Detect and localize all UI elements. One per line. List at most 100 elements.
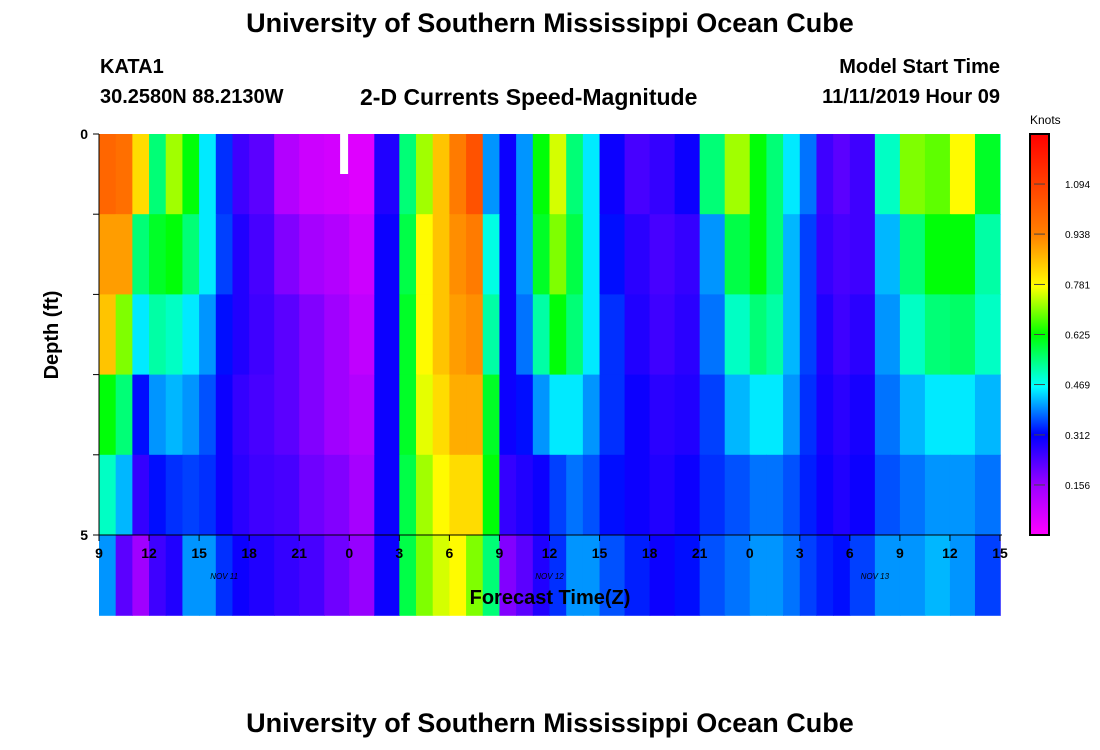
y-tick-label: 0 — [80, 126, 88, 142]
heatmap-cell — [549, 535, 567, 616]
heatmap-cell — [215, 214, 234, 295]
heatmap-cell — [232, 214, 250, 295]
heatmap-cell — [749, 454, 768, 536]
heatmap-cell — [566, 214, 584, 295]
heatmap-cell — [99, 294, 117, 376]
model-start-value: 11/11/2019 Hour 09 — [822, 86, 1000, 108]
x-tick-label: 15 — [191, 545, 207, 561]
heatmap-cell — [416, 374, 434, 456]
x-tick-label: 3 — [395, 545, 403, 561]
heatmap-cell — [482, 374, 501, 456]
heatmap-cell — [874, 374, 901, 456]
heatmap-cell — [165, 535, 184, 616]
x-axis-label: Forecast Time(Z) — [470, 587, 631, 609]
heatmap-cell — [274, 214, 300, 295]
heatmap-cell — [115, 535, 133, 616]
colorbar-label: Knots — [1030, 113, 1061, 127]
heatmap-cell — [624, 374, 651, 456]
heatmap-cell — [115, 374, 133, 456]
station-coordinates: 30.2580N 88.2130W — [100, 86, 284, 108]
heatmap-cell — [165, 454, 184, 536]
heatmap-cell — [99, 214, 117, 295]
heatmap-cell — [416, 134, 434, 215]
heatmap-cell — [674, 454, 701, 536]
heatmap-cell — [165, 374, 184, 456]
heatmap-cell — [299, 134, 325, 215]
heatmap-cell — [624, 214, 651, 295]
y-tick-label: 5 — [80, 527, 88, 543]
heatmap-cell — [215, 374, 234, 456]
heatmap-cell — [799, 294, 818, 376]
heatmap-cell — [149, 374, 167, 456]
colorbar-tick-label: 0.156 — [1065, 481, 1090, 492]
heatmap-cell — [849, 374, 876, 456]
heatmap-cell — [749, 294, 768, 376]
heatmap-cell — [1000, 454, 1001, 536]
heatmap-cell — [766, 374, 784, 456]
heatmap-cell — [849, 535, 876, 616]
heatmap-cell — [766, 294, 784, 376]
heatmap-cell — [115, 294, 133, 376]
heatmap-cell — [499, 374, 517, 456]
heatmap-cell — [549, 294, 567, 376]
heatmap-cell — [182, 134, 200, 215]
heatmap-cell — [624, 454, 651, 536]
heatmap-cell — [532, 374, 551, 456]
heatmap-cell — [532, 535, 551, 616]
colorbar-tick-label: 0.938 — [1065, 230, 1090, 241]
heatmap-cell — [516, 214, 534, 295]
heatmap-cell — [599, 134, 626, 215]
heatmap-cell — [132, 454, 150, 536]
x-tick-label: 18 — [241, 545, 257, 561]
heatmap-cell — [816, 374, 834, 456]
heatmap-cell — [449, 134, 467, 215]
heatmap-cell — [582, 134, 601, 215]
heatmap-cell — [549, 134, 567, 215]
heatmap-cell — [924, 454, 951, 536]
heatmap-cell — [115, 134, 133, 215]
heatmap-cell — [1000, 214, 1001, 295]
heatmap-cell — [549, 214, 567, 295]
heatmap-cell — [799, 214, 818, 295]
heatmap-cell — [199, 134, 217, 215]
heatmap-cell — [165, 134, 184, 215]
heatmap-cell — [924, 214, 951, 295]
heatmap-cell — [924, 535, 951, 616]
heatmap-cell — [899, 294, 926, 376]
heatmap-cell — [899, 374, 926, 456]
heatmap-cell — [599, 535, 626, 616]
heatmap-cell — [599, 294, 626, 376]
heatmap-cell — [482, 294, 501, 376]
heatmap-cell — [674, 214, 701, 295]
heatmap-cell — [432, 214, 450, 295]
model-start-label: Model Start Time — [839, 56, 1000, 78]
heatmap-cell — [949, 535, 976, 616]
heatmap-cell — [249, 134, 275, 215]
heatmap-cell — [724, 374, 751, 456]
heatmap-cell — [532, 454, 551, 536]
heatmap-cell — [724, 454, 751, 536]
heatmap-cell — [783, 374, 801, 456]
heatmap-cell — [274, 134, 300, 215]
heatmap-cell — [374, 214, 400, 295]
heatmap-cell — [566, 454, 584, 536]
heatmap-cell — [165, 214, 184, 295]
heatmap-cell — [182, 535, 200, 616]
heatmap-cell — [299, 294, 325, 376]
heatmap-cell — [566, 134, 584, 215]
heatmap-cell — [165, 294, 184, 376]
heatmap-cell — [249, 294, 275, 376]
heatmap-cell — [816, 214, 834, 295]
heatmap-cell — [532, 214, 551, 295]
heatmap-cell — [699, 214, 726, 295]
heatmap-cell — [232, 454, 250, 536]
heatmap-cell — [974, 134, 1001, 215]
heatmap-cell — [199, 214, 217, 295]
heatmap-cell — [974, 214, 1001, 295]
heatmap-cell — [749, 214, 768, 295]
heatmap-cell — [482, 454, 501, 536]
heatmap-cell — [974, 374, 1001, 456]
heatmap-cell — [924, 294, 951, 376]
heatmap-cell — [132, 214, 150, 295]
date-label: NOV 12 — [535, 572, 564, 581]
